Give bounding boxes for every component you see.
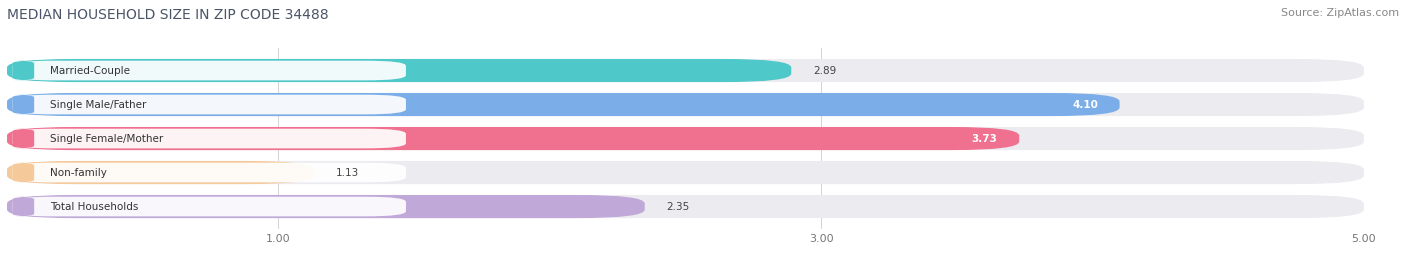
FancyBboxPatch shape	[7, 161, 1364, 184]
Text: Single Female/Mother: Single Female/Mother	[51, 133, 163, 144]
FancyBboxPatch shape	[13, 163, 406, 182]
FancyBboxPatch shape	[7, 127, 1364, 150]
FancyBboxPatch shape	[13, 61, 34, 80]
Text: 1.13: 1.13	[336, 168, 359, 178]
FancyBboxPatch shape	[7, 93, 1364, 116]
Text: Married-Couple: Married-Couple	[51, 66, 131, 76]
FancyBboxPatch shape	[13, 129, 406, 148]
FancyBboxPatch shape	[7, 195, 1364, 218]
Text: Single Male/Father: Single Male/Father	[51, 100, 146, 109]
Text: Total Households: Total Households	[51, 201, 139, 211]
FancyBboxPatch shape	[13, 197, 34, 216]
FancyBboxPatch shape	[7, 127, 1019, 150]
FancyBboxPatch shape	[13, 61, 406, 80]
FancyBboxPatch shape	[7, 161, 314, 184]
FancyBboxPatch shape	[7, 59, 792, 82]
FancyBboxPatch shape	[13, 197, 406, 216]
Text: 2.35: 2.35	[666, 201, 690, 211]
FancyBboxPatch shape	[7, 93, 1119, 116]
Text: MEDIAN HOUSEHOLD SIZE IN ZIP CODE 34488: MEDIAN HOUSEHOLD SIZE IN ZIP CODE 34488	[7, 8, 329, 22]
Text: 2.89: 2.89	[813, 66, 837, 76]
Text: Non-family: Non-family	[51, 168, 107, 178]
FancyBboxPatch shape	[13, 95, 406, 114]
Text: Source: ZipAtlas.com: Source: ZipAtlas.com	[1281, 8, 1399, 18]
FancyBboxPatch shape	[13, 129, 34, 148]
FancyBboxPatch shape	[13, 163, 34, 182]
Text: 4.10: 4.10	[1071, 100, 1098, 109]
FancyBboxPatch shape	[7, 59, 1364, 82]
FancyBboxPatch shape	[7, 195, 645, 218]
FancyBboxPatch shape	[13, 95, 34, 114]
Text: 3.73: 3.73	[972, 133, 997, 144]
